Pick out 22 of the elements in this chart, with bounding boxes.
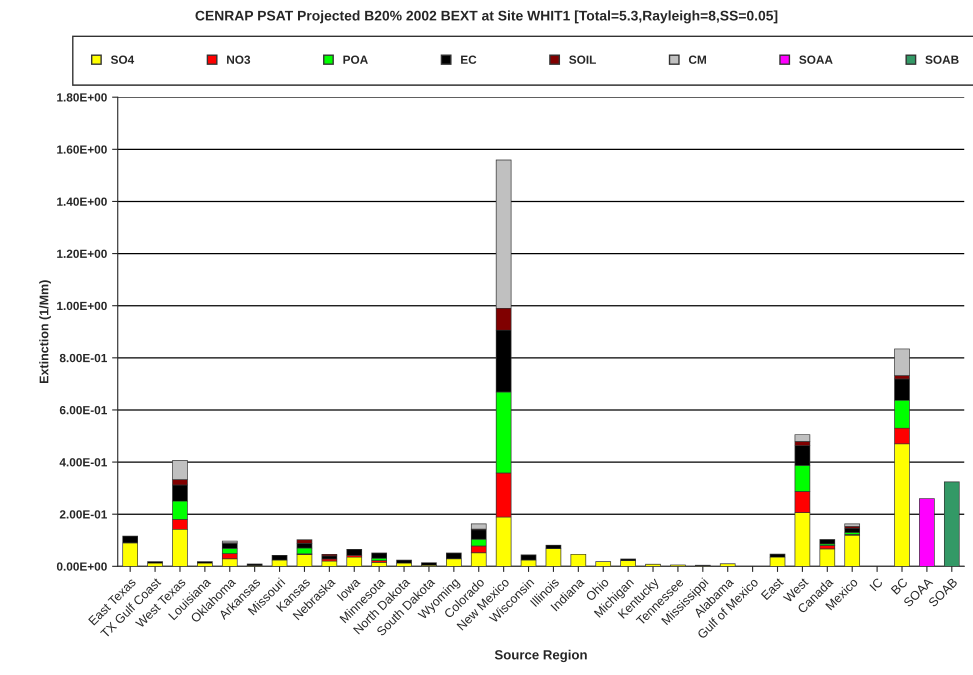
legend-label: SOAA xyxy=(799,56,833,64)
y-tick-label: 1.60E+00 xyxy=(57,145,107,154)
y-tick-label: 1.80E+00 xyxy=(57,93,107,102)
x-tick-label: IC xyxy=(869,577,884,592)
y-tick-label: 2.00E-01 xyxy=(60,510,107,519)
y-tick-label: 1.20E+00 xyxy=(57,250,107,258)
legend-label: NO3 xyxy=(227,56,250,64)
legend-label: SOIL xyxy=(569,56,596,64)
x-axis-title: Source Region xyxy=(494,650,587,662)
legend-label: POA xyxy=(343,56,368,64)
y-tick-label: 4.00E-01 xyxy=(60,458,107,466)
legend-label: EC xyxy=(461,56,476,64)
legend-label: SO4 xyxy=(110,56,134,64)
y-tick-label: 8.00E-01 xyxy=(60,354,107,362)
y-tick-label: 6.00E-01 xyxy=(60,406,107,414)
legend-label: CM xyxy=(688,56,706,64)
chart-title: CENRAP PSAT Projected B20% 2002 BEXT at Site WHIT1 [Total=5.3,Rayleigh=8,SS=0.05] xyxy=(195,10,778,24)
y-tick-label: 1.00E+00 xyxy=(57,302,107,310)
legend-label: SOAB xyxy=(925,56,959,64)
y-tick-label: 1.40E+00 xyxy=(57,197,107,206)
y-tick-label: 0.00E+00 xyxy=(56,562,107,571)
y-axis-title: Extinction (1/Mm) xyxy=(39,280,51,384)
